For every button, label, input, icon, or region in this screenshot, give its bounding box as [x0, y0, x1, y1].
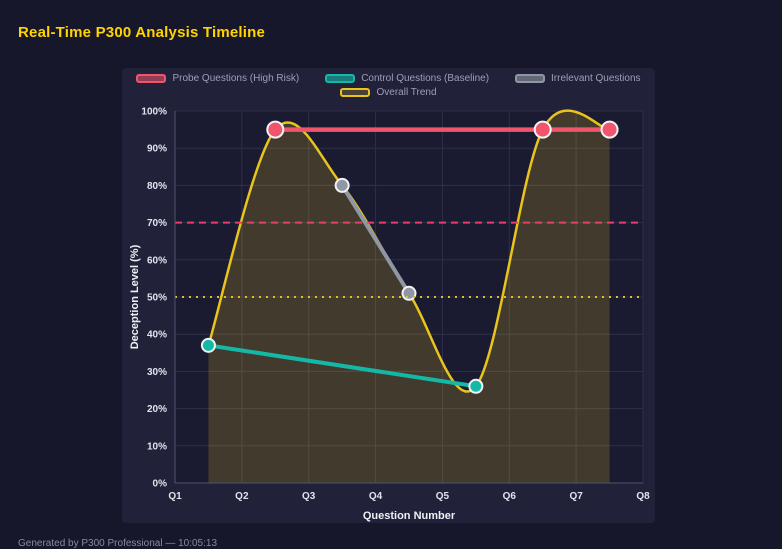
irrelevant-legend-label: Irrelevant Questions	[551, 73, 641, 84]
svg-text:70%: 70%	[147, 218, 167, 229]
legend-row-2: Overall Trend	[340, 87, 437, 98]
probe-legend-label: Probe Questions (High Risk)	[172, 73, 300, 84]
irrelevant-legend-swatch	[515, 74, 546, 83]
legend-item-control[interactable]: Control Questions (Baseline)	[325, 73, 489, 84]
svg-text:Question Number: Question Number	[363, 510, 456, 522]
p300-timeline-chart[interactable]: Q1 Q2 Q3 Q4 Q5 Q6 Q7 Q8 0% 10% 20% 30% 40% 50% 60% 70% 8…	[122, 103, 655, 528]
svg-text:100%: 100%	[141, 107, 167, 118]
svg-text:Q8: Q8	[636, 491, 650, 502]
page-title: Real-Time P300 Analysis Timeline	[18, 24, 266, 41]
trend-legend-swatch	[340, 88, 371, 97]
svg-text:30%: 30%	[147, 367, 167, 378]
legend-item-probe[interactable]: Probe Questions (High Risk)	[136, 73, 299, 84]
svg-text:10%: 10%	[147, 441, 167, 452]
svg-text:Q6: Q6	[503, 491, 517, 502]
svg-text:Q5: Q5	[436, 491, 450, 502]
control-legend-label: Control Questions (Baseline)	[361, 73, 490, 84]
svg-text:90%: 90%	[147, 144, 167, 155]
legend-item-trend[interactable]: Overall Trend	[340, 87, 437, 98]
svg-text:80%: 80%	[147, 181, 167, 192]
legend-item-irrelevant[interactable]: Irrelevant Questions	[515, 73, 641, 84]
svg-text:50%: 50%	[147, 293, 167, 304]
svg-text:Q1: Q1	[168, 491, 182, 502]
probe-legend-swatch	[136, 74, 167, 83]
control-legend-swatch	[325, 74, 356, 83]
svg-text:Q4: Q4	[369, 491, 383, 502]
svg-text:0%: 0%	[153, 479, 168, 490]
svg-text:60%: 60%	[147, 255, 167, 266]
trend-legend-label: Overall Trend	[376, 87, 437, 98]
svg-text:Deception Level (%): Deception Level (%)	[129, 244, 141, 349]
legend-row-1: Probe Questions (High Risk) Control Ques…	[136, 73, 641, 84]
svg-text:Q3: Q3	[302, 491, 316, 502]
footer-note: Generated by P300 Professional — 10:05:1…	[18, 538, 218, 549]
svg-text:Q2: Q2	[235, 491, 249, 502]
svg-text:20%: 20%	[147, 404, 167, 415]
chart-legend: Probe Questions (High Risk) Control Ques…	[122, 68, 655, 103]
svg-text:40%: 40%	[147, 330, 167, 341]
chart-panel: Probe Questions (High Risk) Control Ques…	[122, 68, 655, 523]
svg-text:Q7: Q7	[569, 491, 583, 502]
